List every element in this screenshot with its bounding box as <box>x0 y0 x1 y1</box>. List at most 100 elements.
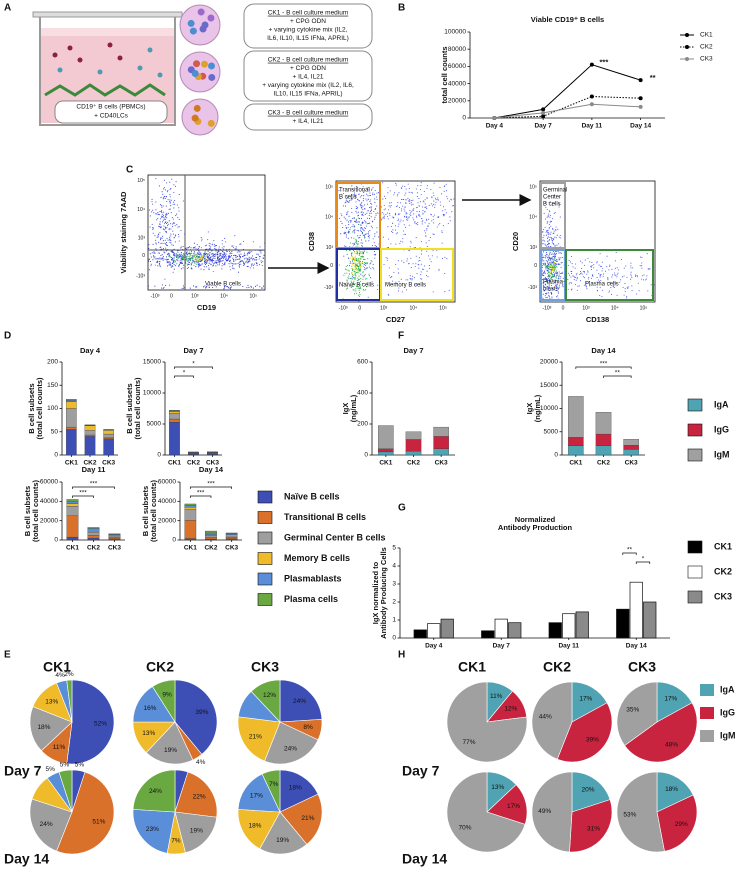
event-dot <box>371 245 374 247</box>
event-dot <box>351 256 353 258</box>
event-dot <box>245 260 247 262</box>
event-dot <box>160 218 162 220</box>
event-dot <box>578 285 580 287</box>
event-dot <box>360 277 362 279</box>
slice-label: 39% <box>586 737 599 744</box>
event-dot <box>434 214 436 216</box>
event-dot <box>555 237 557 239</box>
event-dot <box>363 173 364 174</box>
event-dot <box>162 287 164 289</box>
event-dot <box>359 293 361 296</box>
event-dot <box>210 264 212 266</box>
event-dot <box>197 255 199 258</box>
event-dot <box>420 184 422 187</box>
event-dot <box>172 265 174 268</box>
event-dot <box>205 260 207 262</box>
event-dot <box>230 269 232 271</box>
event-dot <box>207 253 209 255</box>
event-dot <box>600 279 602 282</box>
slice-label: 18% <box>289 785 302 792</box>
event-dot <box>247 251 249 253</box>
event-dot <box>545 257 547 259</box>
event-dot <box>198 261 200 263</box>
event-dot <box>351 254 353 256</box>
bar-segment <box>184 538 197 541</box>
event-dot <box>624 290 626 293</box>
data-point <box>589 94 594 99</box>
event-dot <box>391 230 393 233</box>
event-dot <box>166 244 168 247</box>
bar <box>562 613 576 639</box>
significance-bracket <box>603 375 632 378</box>
event-dot <box>542 265 544 267</box>
event-dot <box>361 228 364 230</box>
y-tick-label: 10³ <box>530 245 538 251</box>
event-dot <box>415 188 417 190</box>
series-line <box>494 103 641 119</box>
event-dot <box>393 194 395 196</box>
event-dot <box>553 275 555 277</box>
event-dot <box>160 239 162 241</box>
event-dot <box>400 219 402 221</box>
event-dot <box>558 203 560 206</box>
x-tick-label: 10⁴ <box>611 305 619 311</box>
y-axis-label: (total cell counts) <box>133 377 142 440</box>
event-dot <box>209 243 211 245</box>
event-dot <box>443 213 445 215</box>
x-tick-label: 10⁵ <box>249 293 257 299</box>
event-dot <box>373 218 376 220</box>
x-tick-label: CK2 <box>87 545 100 552</box>
significance-bracket <box>72 495 94 498</box>
event-dot <box>166 258 169 261</box>
event-dot <box>364 274 366 276</box>
event-dot <box>151 201 153 203</box>
event-dot <box>152 255 154 257</box>
event-dot <box>169 261 171 263</box>
event-dot <box>160 246 162 248</box>
event-dot <box>151 198 153 201</box>
event-dot <box>622 276 624 278</box>
event-dot <box>560 272 562 274</box>
event-dot <box>180 262 182 264</box>
bar-segment <box>87 532 100 536</box>
event-dot <box>356 229 358 231</box>
event-dot <box>152 232 154 234</box>
event-dot <box>347 211 349 213</box>
cytokine-dot <box>208 62 216 70</box>
event-dot <box>289 258 290 259</box>
event-dot <box>599 294 601 297</box>
event-dot <box>346 195 348 197</box>
event-dot <box>409 199 411 201</box>
event-dot <box>421 278 423 280</box>
event-dot <box>252 258 254 260</box>
event-dot <box>420 194 422 196</box>
gate-label: Naïve B cells <box>339 283 374 289</box>
event-dot <box>197 260 199 262</box>
event-dot <box>617 272 619 274</box>
slice-label: 11% <box>490 693 503 700</box>
event-dot <box>471 220 472 221</box>
chart-title: Day 4 <box>80 346 101 355</box>
event-dot <box>222 253 225 256</box>
event-dot <box>172 251 175 253</box>
event-dot <box>599 286 601 289</box>
event-dot <box>224 252 226 254</box>
event-dot <box>190 263 192 265</box>
event-dot <box>161 221 164 223</box>
cytokine-icon <box>179 51 221 93</box>
y-tick-label: 20000 <box>158 517 176 524</box>
event-dot <box>177 216 179 218</box>
event-dot <box>663 273 664 274</box>
event-dot <box>548 239 550 242</box>
event-dot <box>430 214 432 216</box>
x-tick-label: Day 14 <box>630 123 651 130</box>
event-dot <box>355 266 358 268</box>
event-dot <box>411 278 413 280</box>
event-dot <box>446 258 448 260</box>
event-dot <box>547 269 549 271</box>
event-dot <box>227 259 229 261</box>
event-dot <box>367 296 369 298</box>
event-dot <box>547 215 549 217</box>
event-dot <box>446 190 448 192</box>
event-dot <box>284 264 285 265</box>
